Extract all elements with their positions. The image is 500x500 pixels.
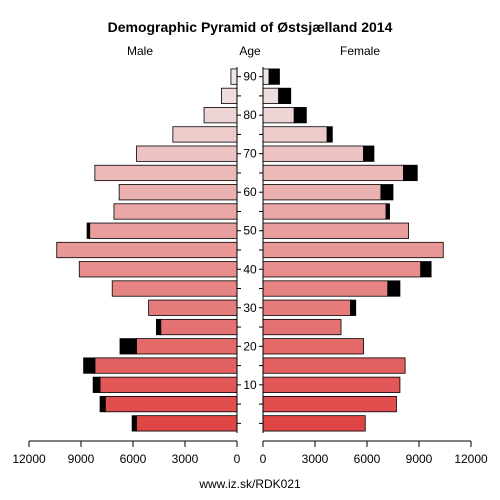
- age-label: Age: [239, 44, 261, 58]
- male-excess-bar: [86, 222, 91, 239]
- age-tick-label: 50: [243, 224, 257, 238]
- female-bar: [262, 241, 444, 259]
- female-label: Female: [340, 44, 380, 58]
- male-bar: [94, 357, 238, 374]
- female-bar: [262, 126, 328, 143]
- male-x-tick-label: 6000: [120, 452, 147, 466]
- female-bar: [262, 376, 401, 393]
- female-x-tick-label: 9000: [406, 452, 433, 466]
- female-excess-bar: [278, 87, 292, 105]
- male-bar: [172, 126, 238, 143]
- age-tick-label: 70: [243, 147, 257, 161]
- male-bar: [220, 87, 238, 105]
- male-bar: [89, 222, 238, 239]
- male-excess-bar: [99, 395, 106, 413]
- male-bar: [203, 107, 238, 124]
- male-bar: [94, 164, 238, 182]
- male-bar: [230, 68, 238, 85]
- age-tick-label: 60: [243, 185, 257, 199]
- male-bar: [118, 184, 238, 201]
- female-bar: [262, 68, 270, 85]
- female-bar: [262, 395, 397, 413]
- male-bar: [113, 203, 238, 220]
- male-bar: [104, 395, 238, 413]
- male-excess-bar: [92, 376, 101, 393]
- female-bar: [262, 184, 382, 201]
- female-bar: [262, 164, 404, 182]
- female-bar: [262, 280, 389, 297]
- female-excess-bar: [293, 107, 307, 124]
- male-bar: [56, 241, 238, 259]
- male-bar: [78, 261, 238, 278]
- male-bar: [111, 280, 238, 297]
- age-tick-label: 20: [243, 339, 257, 353]
- age-tick-label: 80: [243, 108, 257, 122]
- bars-group: [56, 68, 444, 432]
- female-x-tick-label: 6000: [354, 452, 381, 466]
- male-bar: [136, 415, 238, 432]
- age-tick-label: 10: [243, 378, 257, 392]
- female-bar: [262, 299, 351, 316]
- female-bar: [262, 318, 342, 336]
- male-x-tick-label: 3000: [172, 452, 199, 466]
- female-x-tick-label: 12000: [454, 452, 488, 466]
- female-excess-bar: [402, 164, 418, 182]
- female-excess-bar: [350, 299, 357, 316]
- female-x-tick-label: 0: [260, 452, 267, 466]
- footer-url: www.iz.sk/RDK021: [198, 477, 301, 491]
- chart-title: Demographic Pyramid of Østsjælland 2014: [108, 19, 393, 35]
- female-excess-bar: [380, 184, 394, 201]
- male-excess-bar: [83, 357, 96, 374]
- male-excess-bar: [131, 415, 137, 432]
- male-bar: [99, 376, 238, 393]
- female-bar: [262, 415, 366, 432]
- age-tick-label: 30: [243, 301, 257, 315]
- female-excess-bar: [268, 68, 280, 85]
- male-x-tick-label: 9000: [68, 452, 95, 466]
- female-bar: [262, 87, 280, 105]
- female-excess-bar: [326, 126, 333, 143]
- male-x-tick-label: 0: [234, 452, 241, 466]
- male-excess-bar: [155, 318, 162, 336]
- female-bar: [262, 203, 387, 220]
- male-bar: [136, 145, 238, 162]
- male-excess-bar: [119, 338, 137, 355]
- male-label: Male: [127, 44, 153, 58]
- age-tick-label: 90: [243, 70, 257, 84]
- female-excess-bar: [420, 261, 432, 278]
- female-excess-bar: [387, 280, 401, 297]
- female-excess-bar: [385, 203, 390, 220]
- male-bar: [148, 299, 238, 316]
- female-bar: [262, 145, 364, 162]
- male-bar: [136, 338, 238, 355]
- female-bar: [262, 107, 295, 124]
- female-bar: [262, 338, 364, 355]
- female-bar: [262, 222, 410, 239]
- female-bar: [262, 357, 406, 374]
- female-x-tick-label: 3000: [302, 452, 329, 466]
- age-tick-label: 40: [243, 262, 257, 276]
- female-excess-bar: [363, 145, 375, 162]
- male-bar: [160, 318, 238, 336]
- axes-group: 10 20 30 40 50 60 70 80 90 12000 9000 6000 3000 0 0 300…: [12, 67, 488, 466]
- female-bar: [262, 261, 422, 278]
- male-x-tick-label: 12000: [12, 452, 46, 466]
